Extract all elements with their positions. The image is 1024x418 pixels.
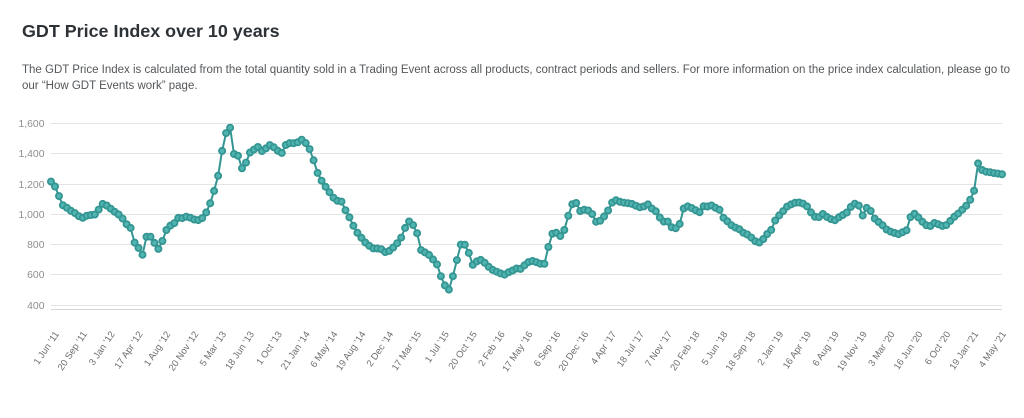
svg-text:600: 600 (27, 270, 45, 281)
svg-text:4 Apr ’17: 4 Apr ’17 (589, 330, 619, 367)
svg-text:6 Oct ’20: 6 Oct ’20 (923, 330, 953, 368)
svg-text:18 Jul ’17: 18 Jul ’17 (615, 330, 647, 370)
svg-text:1 Jul ’15: 1 Jul ’15 (423, 330, 452, 365)
svg-text:800: 800 (27, 240, 45, 251)
svg-text:4 May ’21: 4 May ’21 (977, 330, 1009, 370)
svg-text:1 Oct ’13: 1 Oct ’13 (254, 330, 284, 368)
svg-text:400: 400 (27, 301, 45, 312)
svg-text:1 Jun ’11: 1 Jun ’11 (32, 330, 62, 368)
svg-text:1,600: 1,600 (18, 119, 44, 130)
svg-text:2 Jan ’19: 2 Jan ’19 (756, 330, 787, 368)
svg-text:1,200: 1,200 (18, 180, 44, 191)
svg-text:5 Jun ’18: 5 Jun ’18 (700, 330, 731, 368)
svg-text:1,000: 1,000 (18, 210, 44, 221)
svg-text:3 Jan ’12: 3 Jan ’12 (87, 330, 118, 368)
svg-text:1,400: 1,400 (18, 149, 44, 160)
